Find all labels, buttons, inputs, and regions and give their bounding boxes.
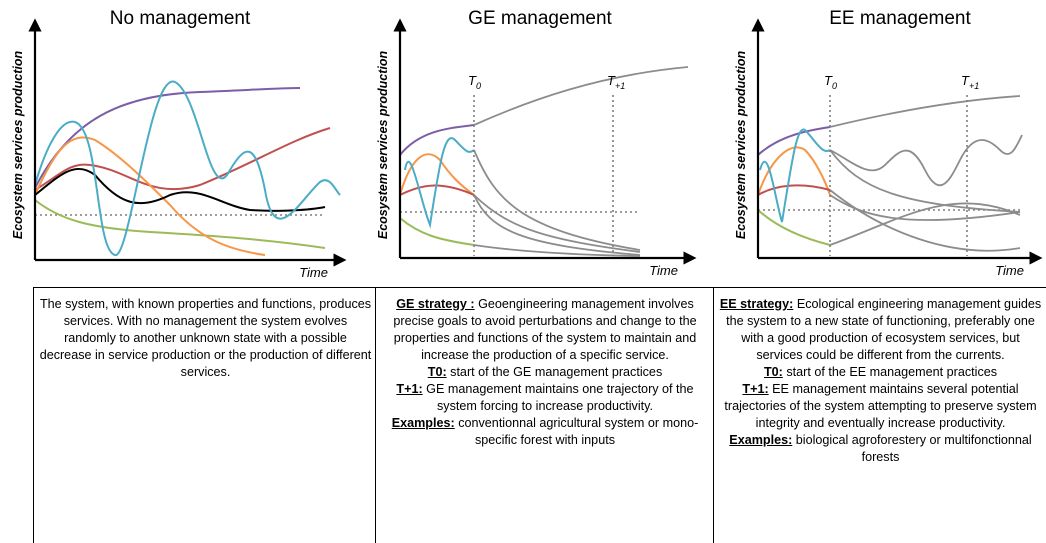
- marker-main: T: [824, 73, 833, 88]
- y-axis-label: Ecosystem services production: [11, 51, 25, 240]
- description-label: Examples:: [729, 433, 793, 447]
- description: EE strategy: Ecological engineering mana…: [718, 296, 1043, 466]
- curve: [829, 194, 1021, 221]
- curve: [404, 137, 475, 229]
- panel-2-curves: [399, 66, 689, 257]
- curve: [829, 149, 1021, 213]
- curve: [757, 184, 831, 196]
- description-label: T+1:: [396, 382, 423, 396]
- description-label: T0:: [763, 365, 783, 379]
- marker-main: T: [961, 73, 970, 88]
- curve: [34, 136, 266, 256]
- marker-sub: 0: [476, 81, 481, 91]
- description: GE strategy : Geoengineering management …: [380, 296, 710, 449]
- x-axis-label: Time: [299, 265, 328, 280]
- marker-sub: +1: [615, 81, 625, 91]
- curve: [829, 95, 1021, 128]
- curve: [399, 124, 475, 156]
- y-axis-label: Ecosystem services production: [376, 51, 390, 240]
- curve: [759, 128, 831, 223]
- charts: No management Ecosystem services producti…: [11, 8, 1043, 280]
- description-text: The system, with known properties and fu…: [39, 297, 372, 379]
- curve: [399, 217, 475, 246]
- curve: [34, 80, 341, 257]
- curve: [473, 149, 641, 251]
- marker-label: T0: [824, 73, 837, 91]
- panel-3-curves: [757, 95, 1023, 252]
- panel-title: EE management: [829, 8, 971, 29]
- description-paragraph: Examples: conventionnal agricultural sys…: [380, 415, 710, 449]
- description-text: Geoengineering management involves preci…: [393, 297, 697, 362]
- description-paragraph: T0: start of the EE management practices: [718, 364, 1043, 381]
- curve: [34, 127, 331, 191]
- curve: [829, 189, 1021, 252]
- description-paragraph: Examples: biological agroforestery or mu…: [718, 432, 1043, 466]
- description-text: biological agroforestery or multifonctio…: [795, 433, 1032, 464]
- marker-main: T: [607, 73, 616, 88]
- curve: [473, 194, 641, 256]
- description-paragraph: GE strategy : Geoengineering management …: [380, 296, 710, 364]
- description-label: EE strategy:: [719, 297, 794, 311]
- description-paragraph: The system, with known properties and fu…: [38, 296, 373, 381]
- marker-label: T+1: [607, 73, 625, 91]
- description-text: Ecological engineering management guides…: [726, 297, 1042, 362]
- description-label: GE strategy :: [396, 297, 475, 311]
- curve: [829, 134, 1023, 187]
- description-paragraph: T+1: EE management maintains several pot…: [718, 381, 1043, 432]
- curve: [757, 126, 831, 156]
- curve: [473, 194, 641, 253]
- description-text: start of the EE management practices: [786, 365, 998, 379]
- marker-sub: 0: [832, 81, 837, 91]
- curve: [473, 244, 641, 257]
- description-paragraph: T+1: GE management maintains one traject…: [380, 381, 710, 415]
- panel-title: No management: [110, 8, 251, 29]
- curve: [34, 168, 326, 212]
- curve: [757, 209, 831, 246]
- description-paragraph: EE strategy: Ecological engineering mana…: [718, 296, 1043, 364]
- description-text: EE management maintains several potentia…: [724, 382, 1037, 430]
- description-label: Examples:: [391, 416, 455, 430]
- marker-main: T: [468, 73, 477, 88]
- marker-sub: +1: [969, 81, 979, 91]
- description-label: T+1:: [742, 382, 769, 396]
- panel-1-curves: [34, 80, 341, 257]
- marker-label: T0: [468, 73, 481, 91]
- marker-label: T+1: [961, 73, 979, 91]
- description-paragraph: T0: start of the GE management practices: [380, 364, 710, 381]
- description-text: start of the GE management practices: [450, 365, 663, 379]
- y-axis-label: Ecosystem services production: [734, 51, 748, 240]
- curve: [829, 202, 1021, 246]
- panel-title: GE management: [468, 8, 612, 29]
- description-box: [713, 287, 1046, 543]
- curve: [34, 199, 326, 249]
- description-label: T0:: [427, 365, 447, 379]
- description-text: conventionnal agricultural system or mon…: [458, 416, 699, 447]
- x-axis-label: Time: [995, 263, 1024, 278]
- curve: [399, 153, 475, 196]
- description: The system, with known properties and fu…: [38, 296, 373, 381]
- x-axis-label: Time: [649, 263, 678, 278]
- curve: [399, 184, 475, 196]
- curve: [473, 66, 689, 126]
- description-text: GE management maintains one trajectory o…: [426, 382, 694, 413]
